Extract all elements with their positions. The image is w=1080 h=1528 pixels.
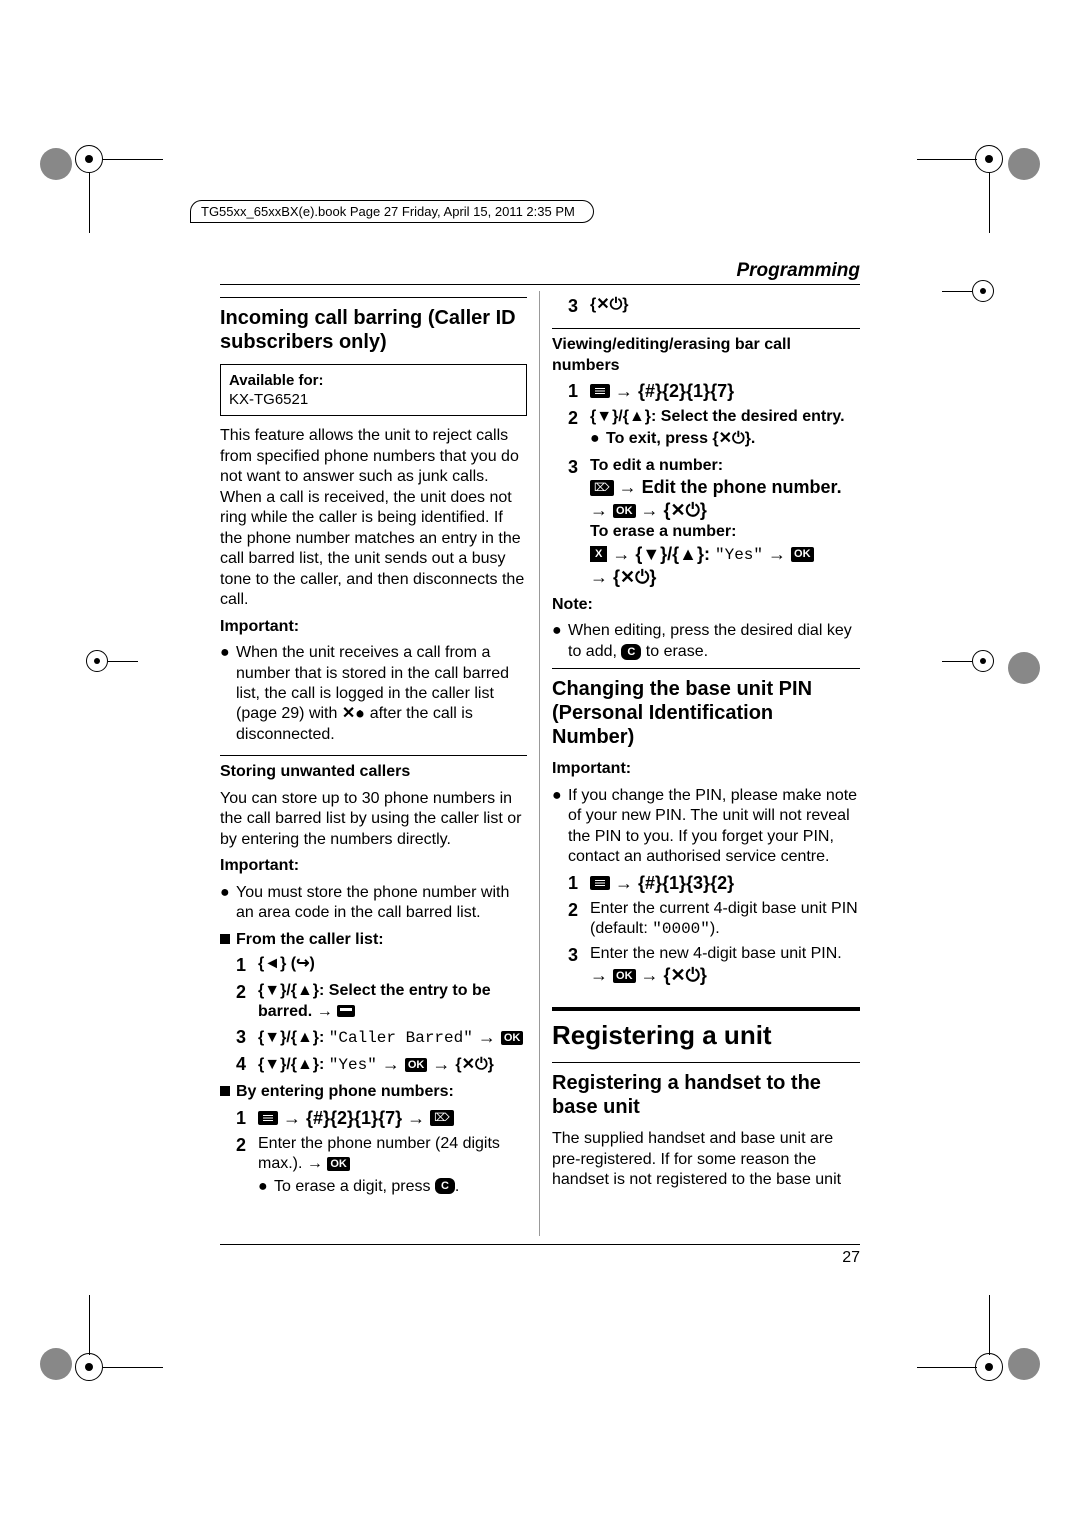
step-item: 2{▼}/{▲}: Select the entry to be barred.…	[236, 981, 527, 1022]
side-target-right2	[972, 280, 994, 302]
menu-icon	[590, 384, 610, 398]
bullet-item: ● If you change the PIN, please make not…	[552, 786, 860, 868]
availability-box: Available for: KX-TG6521	[220, 364, 527, 416]
side-line	[108, 661, 138, 662]
bullet-text: When the unit receives a call from a num…	[236, 643, 527, 745]
step-item: 2Enter the phone number (24 digits max.)…	[236, 1134, 527, 1199]
box-label: Available for:	[229, 371, 518, 390]
crop-mark-bl	[75, 1353, 105, 1383]
bullet-item: ● You must store the phone number with a…	[220, 883, 527, 924]
clear-icon: C	[435, 1178, 455, 1194]
gray-dot	[40, 148, 72, 180]
section-heading: Incoming call barring (Caller ID subscri…	[220, 297, 527, 354]
sub-heading: Storing unwanted callers	[220, 755, 527, 782]
crop-mark-tr	[975, 145, 1005, 175]
side-target-left	[86, 650, 108, 672]
left-column: Incoming call barring (Caller ID subscri…	[220, 291, 540, 1236]
reg-para: The supplied handset and base unit are p…	[552, 1129, 860, 1190]
important-label: Important:	[220, 856, 527, 876]
side-target-right	[972, 650, 994, 672]
new-icon: ⌦	[430, 1110, 454, 1126]
bullet-text: You must store the phone number with an …	[236, 883, 527, 924]
section-heading: Changing the base unit PIN (Personal Ide…	[552, 668, 860, 749]
clear-icon: C	[621, 644, 641, 660]
step-item: 1 → {#}{2}{1}{7} → ⌦	[236, 1107, 527, 1130]
step-item: 4{▼}/{▲}: "Yes" → OK → {✕⏻}	[236, 1053, 527, 1076]
menu-icon	[258, 1111, 278, 1125]
edit-icon: ⌦	[590, 480, 614, 496]
right-column: 3{✕⏻} Viewing/editing/erasing bar call n…	[540, 291, 860, 1236]
crop-mark-tl	[75, 145, 105, 175]
side-line	[942, 661, 972, 662]
thick-rule	[552, 1007, 860, 1011]
page-content: Programming Incoming call barring (Calle…	[220, 260, 860, 1280]
section-heading: Registering a handset to the base unit	[552, 1062, 860, 1119]
ok-icon: OK	[405, 1058, 428, 1072]
step-item: 3{✕⏻}	[568, 295, 860, 318]
page-number: 27	[220, 1244, 860, 1267]
sub-intro: You can store up to 30 phone numbers in …	[220, 789, 527, 850]
square-icon	[220, 1086, 230, 1096]
box-model: KX-TG6521	[229, 390, 518, 409]
method-label: From the caller list:	[220, 930, 527, 950]
gray-dot	[1008, 1348, 1040, 1380]
important-label: Important:	[220, 617, 527, 637]
book-header: TG55xx_65xxBX(e).book Page 27 Friday, Ap…	[190, 200, 594, 223]
side-line	[942, 291, 972, 292]
method-label: By entering phone numbers:	[220, 1082, 527, 1102]
square-icon	[220, 934, 230, 944]
gray-dot	[40, 1348, 72, 1380]
menu-icon	[590, 876, 610, 890]
step-item: 1 → {#}{1}{3}{2}	[568, 872, 860, 895]
bullet-marker: ●	[552, 786, 568, 868]
bullet-item: ● When editing, press the desired dial k…	[552, 621, 860, 662]
detail-icon	[337, 1005, 355, 1017]
note-label: Note:	[552, 595, 860, 615]
step-item: 3Enter the new 4-digit base unit PIN.→ O…	[568, 944, 860, 988]
crop-mark-br	[975, 1353, 1005, 1383]
step-item: 3 To edit a number: ⌦ → Edit the phone n…	[568, 456, 860, 589]
step-item: 1{◄} (↪)	[236, 954, 527, 977]
sub-heading: Viewing/editing/erasing bar call numbers	[552, 328, 860, 376]
intro-para: This feature allows the unit to reject c…	[220, 426, 527, 610]
step-item: 3{▼}/{▲}: "Caller Barred" → OK	[236, 1026, 527, 1049]
ok-icon: OK	[791, 547, 814, 561]
bullet-marker: ●	[220, 643, 236, 745]
bullet-marker: ●	[220, 883, 236, 924]
step-item: 1 → {#}{2}{1}{7}	[568, 380, 860, 403]
main-heading: Registering a unit	[552, 1019, 860, 1052]
bullet-item: ● When the unit receives a call from a n…	[220, 643, 527, 745]
bullet-marker: ●	[552, 621, 568, 662]
ok-icon: OK	[613, 969, 636, 983]
step-item: 2 {▼}/{▲}: Select the desired entry. ●To…	[568, 407, 860, 452]
step-item: 2Enter the current 4-digit base unit PIN…	[568, 899, 860, 940]
ok-icon: OK	[327, 1157, 350, 1171]
erase-icon: X	[590, 546, 607, 562]
gray-dot	[1008, 652, 1040, 684]
gray-dot	[1008, 148, 1040, 180]
ok-icon: OK	[501, 1031, 524, 1045]
important-label: Important:	[552, 759, 860, 779]
ok-icon: OK	[613, 504, 636, 518]
running-head: Programming	[220, 260, 860, 285]
